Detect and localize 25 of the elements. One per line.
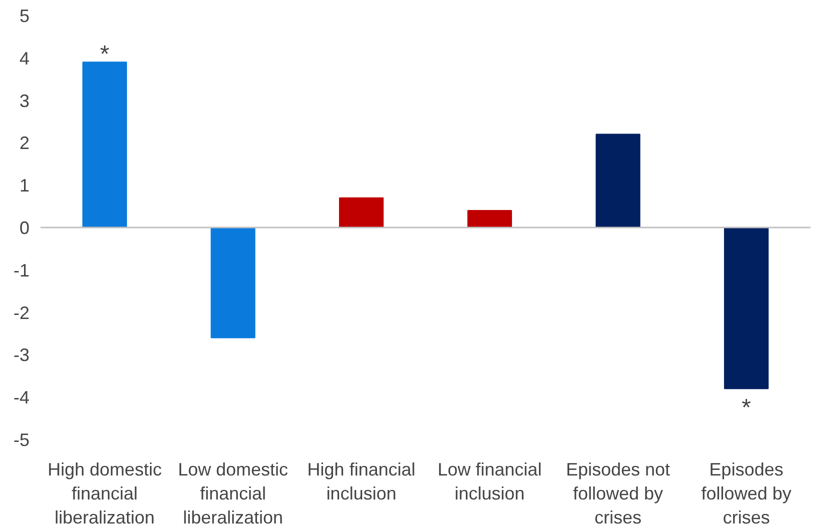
y-tick-label: 5 bbox=[19, 6, 30, 26]
y-tick-label: -4 bbox=[13, 388, 30, 408]
x-tick-label: High domestic financial liberalization bbox=[48, 460, 162, 528]
y-tick-label: -2 bbox=[13, 302, 30, 323]
x-tick-label: Low financial inclusion bbox=[438, 460, 542, 504]
y-tick-label: 4 bbox=[19, 48, 30, 68]
annotation: * bbox=[100, 41, 110, 68]
bar bbox=[339, 197, 384, 228]
bar bbox=[596, 134, 640, 228]
bar bbox=[724, 227, 769, 390]
y-tick-label: 0 bbox=[19, 218, 30, 238]
y-tick-label: -1 bbox=[13, 260, 30, 280]
bar bbox=[467, 210, 512, 228]
x-tick-label: Episodes not followed by crises bbox=[566, 460, 670, 528]
y-tick-label: -3 bbox=[13, 345, 30, 366]
bar bbox=[82, 62, 127, 228]
bar bbox=[210, 227, 256, 338]
y-tick-label: 3 bbox=[19, 90, 30, 111]
y-tick-label: 2 bbox=[19, 133, 30, 154]
annotation: * bbox=[742, 394, 752, 422]
x-tick-label: Low domestic financial liberalization bbox=[178, 460, 288, 528]
x-tick-label: Episodes followed by crises bbox=[701, 460, 792, 528]
y-tick-label: -5 bbox=[13, 430, 30, 450]
y-tick-label: 1 bbox=[19, 176, 30, 196]
x-tick-label: High financial inclusion bbox=[307, 460, 416, 504]
